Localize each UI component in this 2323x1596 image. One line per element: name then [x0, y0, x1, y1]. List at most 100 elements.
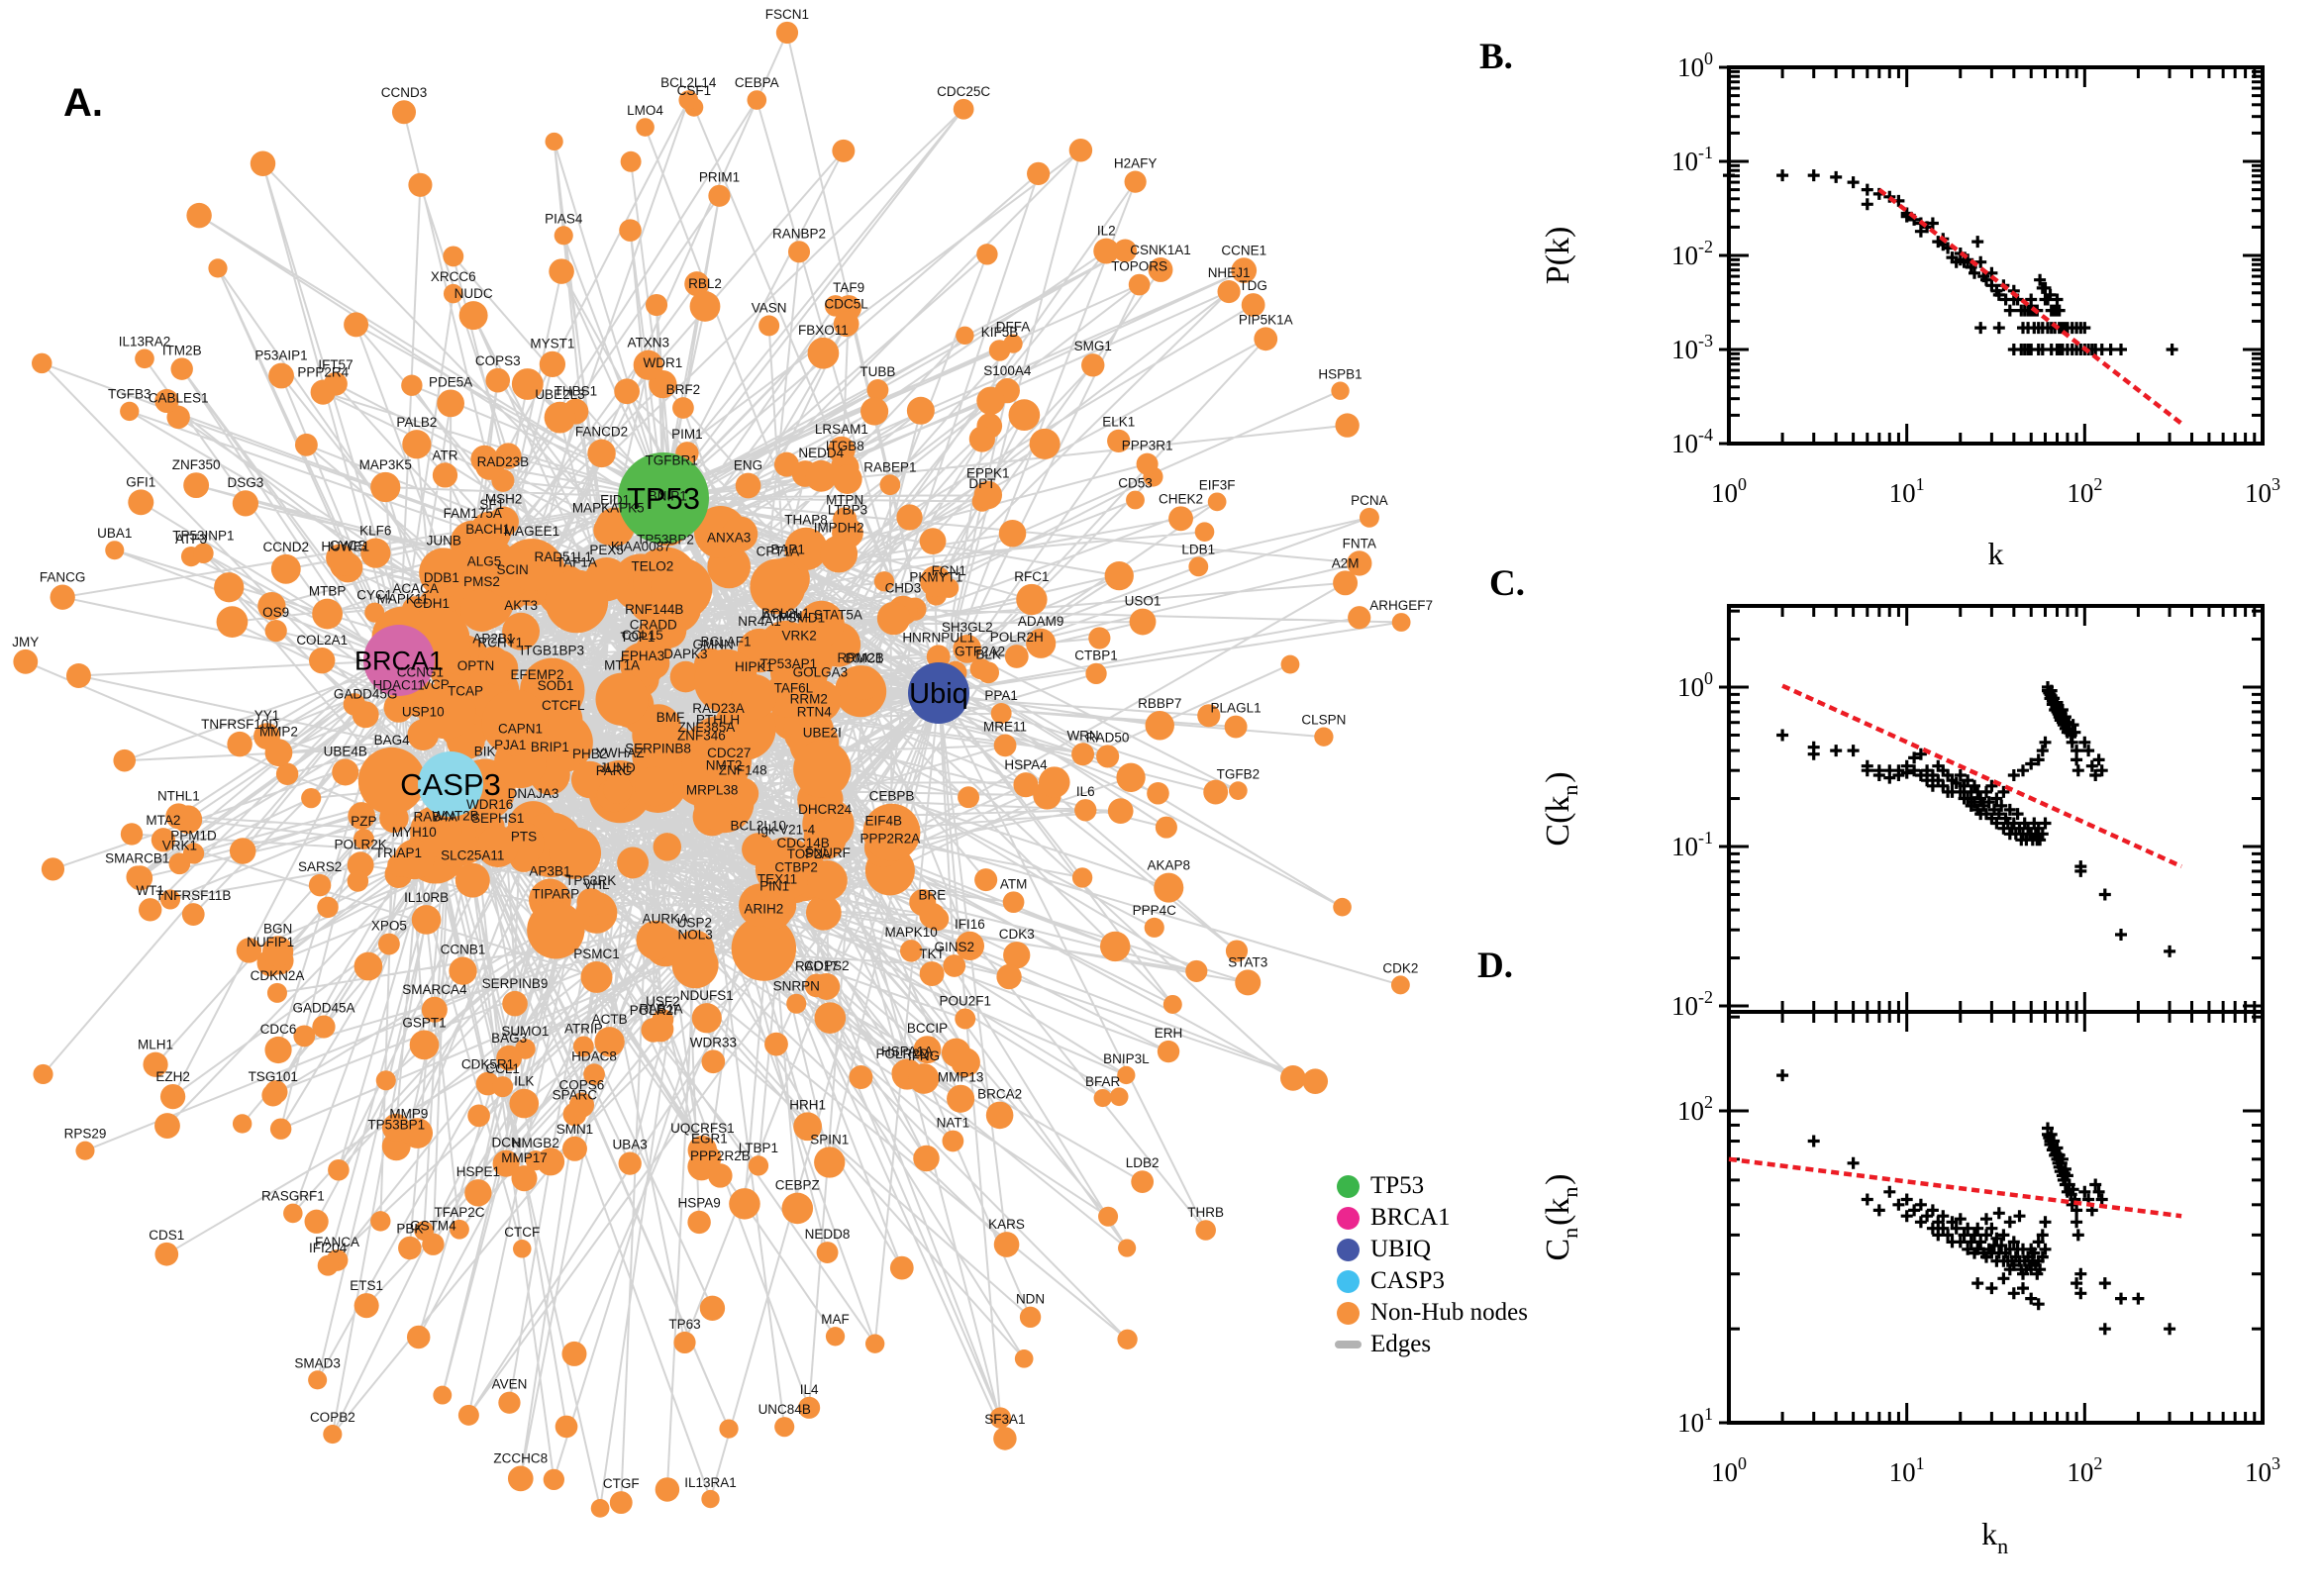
panel-a-label: A. — [63, 81, 103, 125]
node-label: IL13RA1 — [684, 1475, 737, 1490]
network-node — [943, 954, 966, 977]
network-node — [805, 459, 838, 492]
node-label: TOP1 — [620, 630, 655, 645]
node-label: PIP5K1A — [1239, 312, 1293, 327]
network-node — [576, 888, 605, 917]
node-label: IL6 — [1076, 784, 1095, 799]
network-node — [183, 472, 210, 499]
node-label: WNT2B — [432, 808, 478, 823]
network-node — [748, 1155, 769, 1176]
hub-label-brca1: BRCA1 — [354, 646, 444, 675]
node-label: CHEK2 — [1159, 491, 1203, 506]
node-label: PPP4C — [1133, 903, 1177, 918]
network-node — [1016, 583, 1048, 616]
network-node — [993, 734, 1017, 757]
node-label: RPS29 — [64, 1127, 107, 1142]
node-label: ZNF148 — [719, 763, 767, 778]
node-label: RAD23B — [477, 454, 530, 469]
network-node — [32, 352, 52, 374]
network-legend: TP53 BRCA1 UBIQ CASP3 Non-Hub nodes Edges — [1335, 1170, 1528, 1360]
network-node — [166, 405, 190, 430]
node-label: ZNF350 — [172, 457, 221, 472]
network-node — [1117, 1065, 1136, 1085]
network-node — [764, 1032, 788, 1056]
node-label: CDKN2A — [251, 968, 305, 983]
node-label: VASN — [752, 300, 787, 315]
legend-node-swatch-non-hub-nodes — [1337, 1301, 1360, 1325]
node-label: CTGF — [603, 1476, 640, 1491]
node-label: SLC25A11 — [441, 848, 504, 863]
network-node — [1013, 772, 1039, 798]
network-node — [719, 1419, 739, 1439]
network-node — [722, 516, 758, 552]
network-node — [614, 378, 641, 405]
node-label: SMG1 — [1074, 339, 1112, 353]
node-label: BNIP1 — [649, 488, 687, 503]
node-label: S100A4 — [983, 363, 1032, 378]
node-label: COPS2 — [804, 958, 850, 973]
node-label: BRCA2 — [977, 1087, 1022, 1102]
tick-labels: 102 101 100 101 102 103 — [1677, 1092, 2280, 1487]
network-node — [993, 1427, 1017, 1450]
network-node — [232, 1114, 252, 1134]
network-node — [1162, 994, 1182, 1014]
legend-item-label: Edges — [1370, 1331, 1432, 1357]
node-label: UBE4B — [324, 744, 367, 758]
network-node — [1096, 745, 1120, 768]
network-node — [1235, 969, 1262, 996]
node-label: CCNE1 — [1221, 243, 1266, 257]
network-node — [583, 1063, 605, 1085]
node-label: KIAA0087 — [611, 539, 671, 553]
node-label: PTHLH — [696, 713, 740, 728]
node-label: BRF2 — [666, 382, 701, 397]
node-label: FANCD2 — [575, 425, 628, 440]
node-label: TOP2A — [787, 847, 831, 861]
fit-line — [1877, 187, 2184, 427]
network-node — [433, 1385, 453, 1405]
node-label: RANBP2 — [772, 226, 826, 241]
network-node — [1109, 1087, 1129, 1107]
node-label: BAP1 — [770, 543, 805, 557]
network-node — [701, 1049, 726, 1074]
node-label: COPS6 — [559, 1078, 605, 1093]
network-node — [13, 648, 39, 674]
node-label: CCL15 — [622, 628, 663, 643]
panel-b-label: B. — [1479, 37, 1513, 77]
legend-item: CASP3 — [1337, 1265, 1528, 1297]
node-label: CYCS — [330, 538, 367, 552]
network-node — [450, 1219, 469, 1240]
node-label: CDC6 — [260, 1022, 297, 1037]
legend-item: BRCA1 — [1337, 1202, 1528, 1234]
network-node — [120, 401, 140, 422]
network-node — [283, 1203, 303, 1224]
node-label: CDC5L — [825, 296, 869, 311]
node-label: MSH2 — [485, 492, 523, 507]
node-label: POLR2I — [630, 1003, 677, 1018]
node-label: USP2 — [677, 915, 712, 930]
node-label: EGR1 — [691, 1132, 728, 1147]
legend-node-swatch-ubiq — [1337, 1238, 1360, 1261]
node-label: NMT2 — [706, 757, 743, 772]
node-label: UQCRFS1 — [670, 1121, 735, 1136]
node-label: GSPT1 — [402, 1015, 446, 1030]
network-node — [344, 312, 369, 338]
node-label: ATM — [1000, 876, 1028, 891]
node-label: VCP — [422, 677, 450, 692]
node-label: PSMC1 — [573, 947, 620, 961]
network-node — [990, 703, 1012, 724]
network-node — [250, 150, 276, 176]
node-label: MAP3K5 — [359, 457, 412, 472]
network-node — [603, 774, 633, 805]
node-label: USF2 — [646, 994, 680, 1009]
node-label: PCNA — [1351, 493, 1388, 508]
x-tick-label: 100 — [1711, 1453, 1747, 1487]
node-label: PPP2R4 — [297, 365, 349, 380]
node-label: YY1 — [254, 708, 280, 723]
plot-panel-D: 102 101 100 101 102 103 Cn (kn ) kn — [1540, 1010, 2280, 1558]
node-label: NOL3 — [678, 927, 713, 942]
network-node — [1088, 627, 1111, 649]
node-label: OS9 — [262, 605, 289, 620]
node-label: MLH1 — [138, 1038, 173, 1052]
node-label: THRB — [1187, 1205, 1224, 1220]
